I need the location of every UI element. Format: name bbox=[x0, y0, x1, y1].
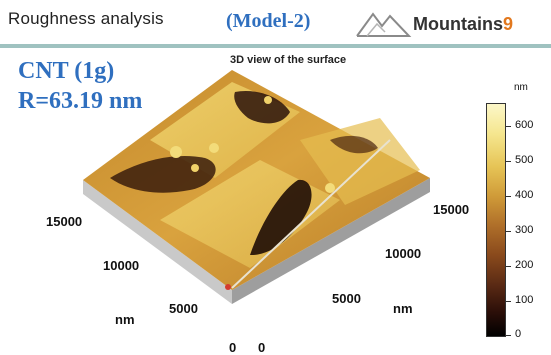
colorbar-label: 400 bbox=[515, 189, 534, 201]
left-axis-tick: 10000 bbox=[103, 258, 140, 273]
logo-text: Mountains9 bbox=[413, 14, 514, 34]
right-axis-tick: 10000 bbox=[385, 246, 422, 261]
model-label: (Model-2) bbox=[226, 10, 311, 32]
colorbar-label: 600 bbox=[515, 119, 534, 131]
right-axis-tick: 5000 bbox=[332, 291, 361, 306]
colorbar-tick bbox=[505, 266, 511, 267]
left-axis-tick: 15000 bbox=[46, 214, 83, 229]
mountains-logo: Mountains9 bbox=[355, 6, 551, 40]
colorbar-tick bbox=[505, 196, 511, 197]
sample-annotation: CNT (1g) R=63.19 nm bbox=[18, 56, 142, 116]
colorbar-tick bbox=[505, 335, 511, 336]
surface-marker bbox=[225, 284, 231, 290]
header-title: Roughness analysis bbox=[8, 9, 164, 28]
surface-valley-4 bbox=[330, 135, 378, 154]
surface-bump bbox=[191, 164, 199, 172]
surface-bump bbox=[170, 146, 182, 158]
colorbar-label: 500 bbox=[515, 154, 534, 166]
roughness-value: R=63.19 nm bbox=[18, 88, 143, 114]
left-axis-unit: nm bbox=[115, 312, 135, 327]
colorbar-label: 100 bbox=[515, 294, 534, 306]
left-axis-tick: 0 bbox=[229, 340, 237, 355]
colorbar-unit: nm bbox=[514, 82, 528, 93]
sample-name: CNT (1g) bbox=[18, 58, 115, 84]
plot-title: 3D view of the surface bbox=[230, 54, 347, 66]
colorbar-label: 0 bbox=[515, 328, 522, 340]
surface-bump bbox=[209, 143, 219, 153]
colorbar-tick bbox=[505, 231, 511, 232]
surface-scratch-line bbox=[231, 139, 391, 289]
right-axis-tick: 0 bbox=[258, 340, 266, 355]
colorbar-tick bbox=[505, 301, 511, 302]
surface-base-right bbox=[232, 178, 430, 304]
surface-valley-1 bbox=[110, 156, 216, 193]
mountains-logo-icon bbox=[356, 12, 412, 37]
surface-valley-2 bbox=[234, 90, 290, 124]
surface-bump bbox=[325, 183, 335, 193]
colorbar-tick bbox=[505, 161, 511, 162]
colorbar bbox=[486, 103, 506, 337]
surface-bump bbox=[264, 96, 272, 104]
surface-base-left bbox=[83, 180, 232, 304]
header-divider bbox=[0, 44, 551, 48]
surface-valley-3 bbox=[250, 179, 312, 256]
header-bar: Roughness analysis (Model-2) Mountains9 bbox=[0, 0, 551, 44]
colorbar-label: 200 bbox=[515, 259, 534, 271]
right-axis-unit: nm bbox=[393, 301, 413, 316]
left-axis-tick: 5000 bbox=[169, 301, 198, 316]
colorbar-label: 300 bbox=[515, 224, 534, 236]
right-axis-tick: 15000 bbox=[433, 202, 470, 217]
colorbar-tick bbox=[505, 126, 511, 127]
